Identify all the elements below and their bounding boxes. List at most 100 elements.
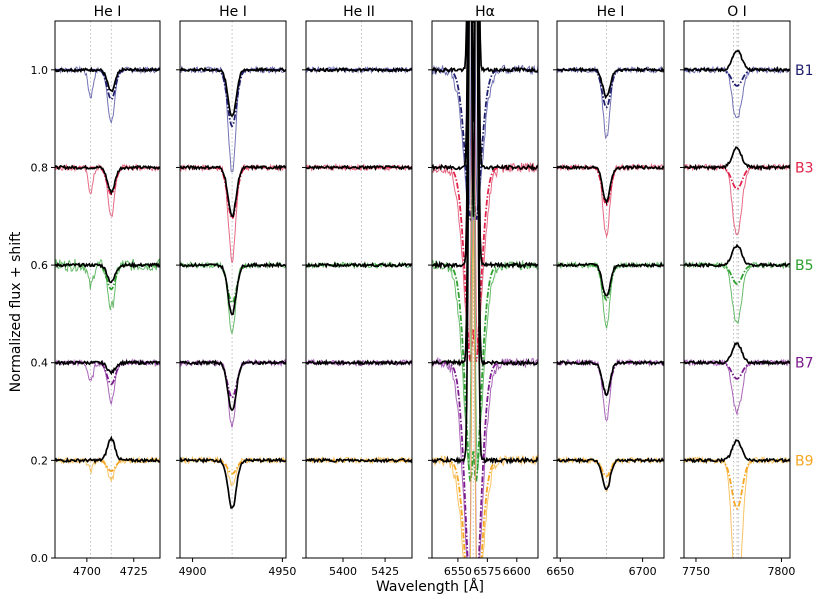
series-label-B3: B3 <box>795 160 814 176</box>
series-label-B5: B5 <box>795 258 814 274</box>
reference-B7 <box>432 21 538 367</box>
reference-B9 <box>432 21 538 465</box>
reference-B1 <box>55 66 160 93</box>
y-tick-label: 1.0 <box>31 64 49 77</box>
model-B7 <box>180 361 286 399</box>
panel-plot-area <box>432 21 538 558</box>
panel-frame <box>179 20 287 559</box>
panel-plot-area <box>180 65 286 509</box>
panel-frame <box>305 20 413 559</box>
series-label-B1: B1 <box>795 63 814 79</box>
x-tick-label: 7750 <box>682 565 710 578</box>
reference-B1 <box>180 66 286 118</box>
observed-B7 <box>180 358 286 428</box>
reference-B9 <box>684 439 790 464</box>
series-label-B7: B7 <box>795 356 814 372</box>
panel-4: Hα 6550 6575 6600 <box>428 4 539 578</box>
reference-B9 <box>55 435 160 464</box>
reference-B5 <box>306 261 412 269</box>
panel-plot-area <box>557 65 664 493</box>
reference-B7 <box>557 359 664 397</box>
reference-B7 <box>180 359 286 412</box>
reference-B9 <box>180 456 286 509</box>
observed-B3 <box>55 163 160 217</box>
reference-B3 <box>180 164 286 218</box>
reference-B9 <box>557 457 664 491</box>
observed-B1 <box>55 65 160 125</box>
reference-B5 <box>55 261 160 284</box>
observed-B5 <box>180 260 286 336</box>
reference-B9 <box>306 457 412 464</box>
reference-B7 <box>55 359 160 376</box>
reference-B3 <box>432 21 538 172</box>
reference-B3 <box>684 146 790 172</box>
reference-B5 <box>180 261 286 316</box>
series-labels: B1 B3 B5 B7 B9 <box>795 63 814 470</box>
y-tick-label: 0.6 <box>31 259 49 272</box>
y-tick-label: 0.0 <box>31 552 49 565</box>
x-tick-label: 4900 <box>179 565 207 578</box>
x-tick-label: 6550 <box>444 565 472 578</box>
y-tick-label: 0.2 <box>31 454 49 467</box>
reference-B3 <box>55 164 160 196</box>
reference-B7 <box>306 358 412 367</box>
series-label-B9: B9 <box>795 453 814 469</box>
model-B3 <box>180 166 286 220</box>
x-tick-label: 5400 <box>329 565 357 578</box>
panel-title: He I <box>597 4 625 20</box>
observed-B5 <box>432 77 538 472</box>
observed-B3 <box>684 163 790 236</box>
observed-B9 <box>684 455 790 558</box>
model-B5 <box>180 264 286 304</box>
model-B9 <box>684 459 790 510</box>
x-axis-label: Wavelength [Å] <box>376 578 484 595</box>
panel-1: He I 4700 4725 0.0 0.2 0.4 0.6 0.8 1.0 <box>31 4 161 578</box>
model-B1 <box>684 68 790 87</box>
x-tick-label: 6600 <box>503 565 531 578</box>
reference-B7 <box>684 342 790 366</box>
model-B1 <box>180 68 286 128</box>
model-B3 <box>557 166 664 207</box>
x-tick-label: 7800 <box>767 565 795 578</box>
observed-B3 <box>432 21 538 352</box>
x-tick-label: 4700 <box>73 565 101 578</box>
model-B1 <box>557 68 664 109</box>
reference-B1 <box>306 67 412 73</box>
reference-B5 <box>557 261 664 297</box>
panels: He I 4700 4725 0.0 0.2 0.4 0.6 0.8 1.0 He I 4900 49… <box>31 4 796 578</box>
panel-title: O I <box>727 4 747 20</box>
x-tick-label: 4950 <box>268 565 296 578</box>
reference-B1 <box>557 66 664 100</box>
observed-B1 <box>180 65 286 173</box>
panel-frame <box>54 20 161 559</box>
observed-B9 <box>432 220 538 558</box>
x-tick-label: 6650 <box>546 565 574 578</box>
x-tick-label: 6700 <box>629 565 657 578</box>
panel-plot-area <box>306 65 412 465</box>
reference-B3 <box>306 164 412 172</box>
panel-title: Hα <box>475 4 495 20</box>
model-B1 <box>432 68 538 223</box>
observed-B7 <box>557 358 664 422</box>
panel-title: He I <box>219 4 247 20</box>
y-axis-label: Normalized flux + shift <box>8 231 24 392</box>
panel-frame <box>431 20 539 559</box>
observed-B3 <box>557 162 664 239</box>
observed-B9 <box>55 455 160 482</box>
observed-B5 <box>55 258 160 310</box>
reference-B5 <box>432 21 538 270</box>
panel-frame <box>683 20 791 559</box>
observed-B1 <box>557 65 664 140</box>
y-tick-label: 0.4 <box>31 357 49 370</box>
panel-plot-area <box>684 49 790 558</box>
panel-frame <box>556 20 665 559</box>
x-tick-label: 6575 <box>473 565 501 578</box>
observed-B7 <box>432 195 538 558</box>
reference-B5 <box>684 243 790 269</box>
x-tick-label: 5425 <box>371 565 399 578</box>
y-tick-label: 0.8 <box>31 161 49 174</box>
panel-5: He I 6650 6700 <box>546 4 665 578</box>
reference-B1 <box>684 49 790 73</box>
observed-B7 <box>55 358 160 405</box>
